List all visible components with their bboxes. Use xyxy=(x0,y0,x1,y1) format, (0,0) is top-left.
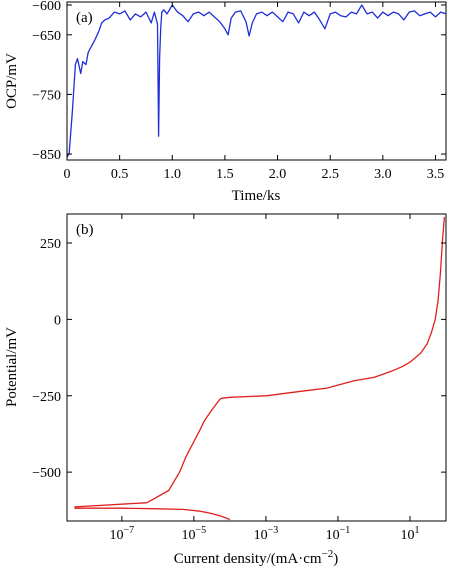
ocp-x-tick-label: 1.0 xyxy=(164,167,182,182)
polarization-series-line xyxy=(74,217,446,521)
ocp-y-tick-label: −600 xyxy=(32,0,61,14)
polarization-x-tick-label: 10−5 xyxy=(182,525,207,543)
polarization-panel: 10−7 10−5 10−3 10−1 101 250 0 −250 −500 (b) Cur… xyxy=(4,213,447,567)
ocp-x-tick-label: 3.5 xyxy=(427,167,445,182)
ocp-series-line xyxy=(66,4,447,158)
ocp-x-tick-label: 2.0 xyxy=(269,167,287,182)
ocp-x-tick-label: 3.0 xyxy=(374,167,392,182)
ocp-plot-frame xyxy=(66,1,447,161)
ocp-x-tick-label: 2.5 xyxy=(321,167,339,182)
polarization-y-tick-label: 250 xyxy=(40,237,61,252)
polarization-y-axis-title: Potential/mV xyxy=(4,327,20,407)
polarization-x-axis-title: Current density/(mA·cm−2) xyxy=(174,548,339,567)
ocp-y-axis-title: OCP/mV xyxy=(4,53,20,109)
polarization-x-tick-label: 101 xyxy=(400,525,419,543)
polarization-panel-label: (b) xyxy=(76,222,94,238)
polarization-y-tick-label: 0 xyxy=(54,313,61,328)
ocp-panel-label: (a) xyxy=(76,10,93,26)
ocp-x-tick-label: 1.5 xyxy=(216,167,234,182)
ocp-y-ticks: −600 −650 −750 −850 xyxy=(32,0,446,163)
polarization-x-tick-label: 10−3 xyxy=(254,525,279,543)
ocp-panel: 0 0.5 1.0 1.5 2.0 2.5 3.0 3.5 −600−650−750−850 … xyxy=(4,0,447,204)
polarization-y-ticks: 250 0 −250 −500 xyxy=(32,237,446,481)
polarization-y-tick-label: −500 xyxy=(32,466,61,481)
ocp-x-axis-title: Time/ks xyxy=(232,188,281,204)
polarization-y-tick-label: −250 xyxy=(32,390,61,405)
polarization-x-tick-label: 10−1 xyxy=(326,525,351,543)
ocp-x-tick-label: 0 xyxy=(64,167,71,182)
ocp-y-tick-label: −750 xyxy=(32,88,61,103)
polarization-plot-frame xyxy=(66,213,447,522)
polarization-x-ticks: 10−7 10−5 10−3 10−1 101 xyxy=(110,214,419,543)
polarization-x-tick-label: 10−7 xyxy=(110,525,135,543)
ocp-y-tick-label: −850 xyxy=(32,148,61,163)
ocp-y-tick-label: −650 xyxy=(32,29,61,44)
ocp-x-tick-label: 0.5 xyxy=(111,167,129,182)
ocp-x-ticks: 0 0.5 1.0 1.5 2.0 2.5 3.0 3.5 xyxy=(64,2,445,182)
